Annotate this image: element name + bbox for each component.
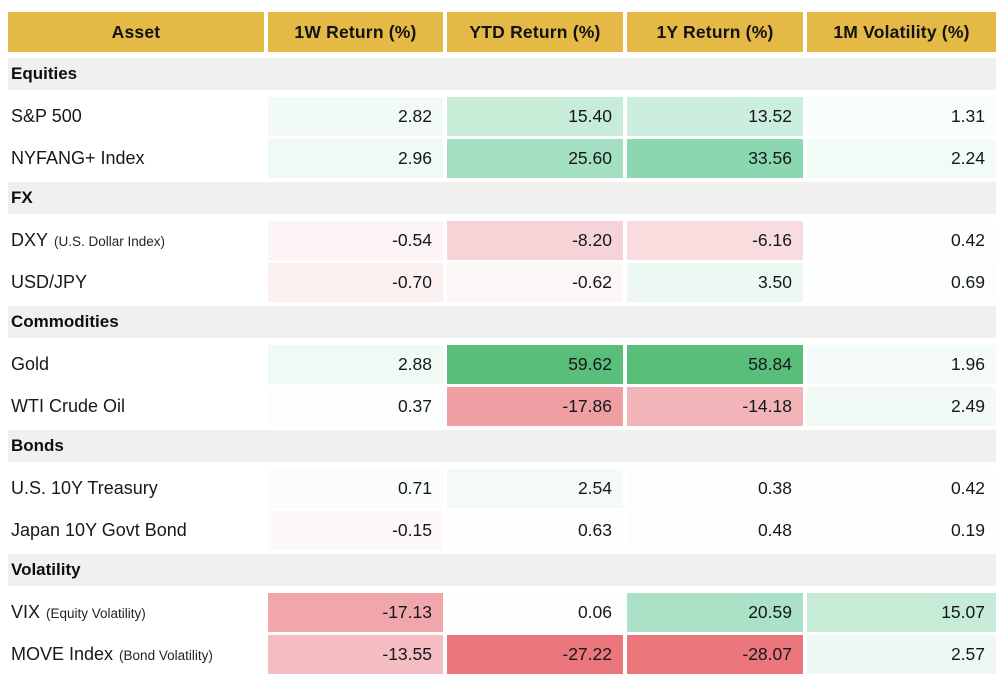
asset-cell: U.S. 10Y Treasury: [8, 469, 264, 508]
table-row: DXY (U.S. Dollar Index) -0.54 -8.20 -6.16 0.4…: [8, 221, 996, 260]
asset-cell: USD/JPY: [8, 263, 264, 302]
cell-1m-volatility: 0.19: [807, 511, 996, 550]
section-header-equities: Equities: [8, 58, 996, 90]
table-row: WTI Crude Oil 0.37 -17.86 -14.18 2.49: [8, 387, 996, 426]
asset-note: (U.S. Dollar Index): [54, 234, 166, 249]
cell-1m-volatility: 0.69: [807, 263, 996, 302]
asset-cell: DXY (U.S. Dollar Index): [8, 221, 264, 260]
cell-1y-return: -28.07: [627, 635, 803, 674]
cell-1y-return: -14.18: [627, 387, 803, 426]
column-header-ytd-return: YTD Return (%): [447, 12, 623, 52]
cell-1m-volatility: 0.42: [807, 469, 996, 508]
column-header-asset: Asset: [8, 12, 264, 52]
table-row: U.S. 10Y Treasury 0.71 2.54 0.38 0.42: [8, 469, 996, 508]
cell-ytd-return: -0.62: [447, 263, 623, 302]
cell-1w-return: -0.15: [268, 511, 443, 550]
asset-name: USD/JPY: [11, 272, 88, 292]
cell-1w-return: -13.55: [268, 635, 443, 674]
cell-1m-volatility: 15.07: [807, 593, 996, 632]
cell-1y-return: 3.50: [627, 263, 803, 302]
asset-note: (Bond Volatility): [119, 648, 213, 663]
table-row: USD/JPY -0.70 -0.62 3.50 0.69: [8, 263, 996, 302]
cell-1y-return: 33.56: [627, 139, 803, 178]
asset-cell: S&P 500: [8, 97, 264, 136]
cell-1m-volatility: 2.57: [807, 635, 996, 674]
cell-1m-volatility: 0.42: [807, 221, 996, 260]
cell-1w-return: 0.37: [268, 387, 443, 426]
section-header-fx: FX: [8, 182, 996, 214]
asset-cell: VIX (Equity Volatility): [8, 593, 264, 632]
section-header-bonds: Bonds: [8, 430, 996, 462]
cell-1w-return: 0.71: [268, 469, 443, 508]
cell-1y-return: 13.52: [627, 97, 803, 136]
cell-1w-return: -0.54: [268, 221, 443, 260]
asset-name: S&P 500: [11, 106, 82, 126]
column-header-1y-return: 1Y Return (%): [627, 12, 803, 52]
table-body: Equities S&P 500 2.82 15.40 13.52 1.31 NYFANG+…: [8, 58, 996, 674]
table-row: Japan 10Y Govt Bond -0.15 0.63 0.48 0.19: [8, 511, 996, 550]
table-row: S&P 500 2.82 15.40 13.52 1.31: [8, 97, 996, 136]
asset-name: WTI Crude Oil: [11, 396, 126, 416]
cell-1w-return: -0.70: [268, 263, 443, 302]
cell-1w-return: 2.88: [268, 345, 443, 384]
asset-name: U.S. 10Y Treasury: [11, 478, 158, 498]
cell-1m-volatility: 2.24: [807, 139, 996, 178]
cell-1w-return: 2.96: [268, 139, 443, 178]
asset-name: NYFANG+ Index: [11, 148, 145, 168]
cell-1w-return: 2.82: [268, 97, 443, 136]
asset-name: Gold: [11, 354, 50, 374]
asset-cell: MOVE Index (Bond Volatility): [8, 635, 264, 674]
table-row: Gold 2.88 59.62 58.84 1.96: [8, 345, 996, 384]
cell-ytd-return: 25.60: [447, 139, 623, 178]
asset-name: DXY: [11, 230, 49, 250]
cell-1y-return: -6.16: [627, 221, 803, 260]
cell-1m-volatility: 2.49: [807, 387, 996, 426]
cell-ytd-return: 0.06: [447, 593, 623, 632]
cell-1y-return: 58.84: [627, 345, 803, 384]
asset-name: Japan 10Y Govt Bond: [11, 520, 187, 540]
cell-ytd-return: 59.62: [447, 345, 623, 384]
cell-ytd-return: 0.63: [447, 511, 623, 550]
cell-1m-volatility: 1.31: [807, 97, 996, 136]
section-header-commodities: Commodities: [8, 306, 996, 338]
table-header-row: Asset 1W Return (%) YTD Return (%) 1Y Re…: [8, 12, 996, 52]
asset-cell: NYFANG+ Index: [8, 139, 264, 178]
cell-1y-return: 20.59: [627, 593, 803, 632]
column-header-1w-return: 1W Return (%): [268, 12, 443, 52]
asset-cell: Gold: [8, 345, 264, 384]
cell-ytd-return: 15.40: [447, 97, 623, 136]
cell-1y-return: 0.38: [627, 469, 803, 508]
cell-1w-return: -17.13: [268, 593, 443, 632]
cell-1m-volatility: 1.96: [807, 345, 996, 384]
table-row: VIX (Equity Volatility) -17.13 0.06 20.59 15.…: [8, 593, 996, 632]
cell-ytd-return: -8.20: [447, 221, 623, 260]
asset-note: (Equity Volatility): [46, 606, 146, 621]
cell-ytd-return: -17.86: [447, 387, 623, 426]
cell-ytd-return: 2.54: [447, 469, 623, 508]
asset-cell: Japan 10Y Govt Bond: [8, 511, 264, 550]
column-header-1m-volatility: 1M Volatility (%): [807, 12, 996, 52]
asset-name: MOVE Index: [11, 644, 114, 664]
cell-ytd-return: -27.22: [447, 635, 623, 674]
asset-cell: WTI Crude Oil: [8, 387, 264, 426]
table-row: MOVE Index (Bond Volatility) -13.55 -27.22-…: [8, 635, 996, 674]
asset-name: VIX: [11, 602, 41, 622]
cell-1y-return: 0.48: [627, 511, 803, 550]
section-header-volatility: Volatility: [8, 554, 996, 586]
table-row: NYFANG+ Index 2.96 25.60 33.56 2.24: [8, 139, 996, 178]
